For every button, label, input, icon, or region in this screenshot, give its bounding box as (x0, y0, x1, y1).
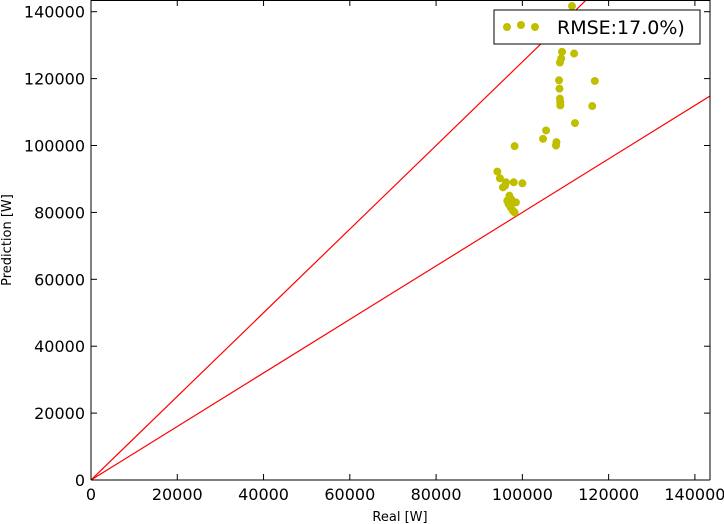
y-tick-label: 20000 (34, 404, 85, 423)
data-point (542, 126, 551, 135)
x-tick-label: 60000 (324, 485, 375, 504)
data-point (567, 2, 576, 11)
x-tick-label: 140000 (664, 485, 724, 504)
data-point (590, 76, 599, 85)
x-axis-label: Real [W] (372, 510, 427, 524)
reference-line-1 (91, 0, 588, 480)
data-point (552, 138, 561, 147)
y-tick-label: 0 (75, 471, 85, 490)
x-tick-label: 80000 (411, 485, 462, 504)
y-axis-label: Prediction [W] (0, 194, 15, 286)
y-axis-ticks: 0 20000 40000 60000 80000 100000 120000 140000 (24, 3, 710, 490)
data-point (539, 134, 548, 143)
data-point (557, 54, 566, 63)
legend-entry: RMSE:17.0%) (557, 17, 685, 39)
data-point (570, 119, 579, 128)
data-point (506, 195, 515, 204)
data-point (510, 208, 519, 217)
data-points (493, 2, 599, 217)
y-tick-label: 60000 (34, 270, 85, 289)
y-tick-label: 80000 (34, 203, 85, 222)
x-tick-label: 20000 (152, 485, 203, 504)
y-tick-label: 100000 (24, 137, 85, 156)
data-point (555, 84, 564, 93)
data-point (588, 102, 597, 111)
legend: RMSE:17.0%) (493, 9, 701, 45)
data-point (556, 98, 565, 107)
legend-marker (531, 23, 539, 31)
data-point (570, 49, 579, 58)
legend-marker (503, 23, 511, 31)
data-point (558, 47, 567, 56)
x-tick-label: 0 (86, 485, 96, 504)
data-point (510, 142, 519, 151)
y-tick-label: 140000 (24, 3, 85, 22)
y-tick-label: 40000 (34, 337, 85, 356)
legend-marker (517, 21, 525, 29)
data-point (493, 167, 502, 176)
reference-lines (91, 0, 710, 480)
x-tick-label: 120000 (578, 485, 639, 504)
x-axis-ticks: 0 20000 40000 60000 80000 100000 120000 140000 (86, 0, 724, 504)
x-tick-label: 100000 (492, 485, 553, 504)
reference-line-2 (91, 95, 710, 480)
legend-box (493, 9, 701, 45)
axes-frame (90, 0, 711, 481)
data-point (555, 76, 564, 85)
y-tick-label: 120000 (24, 70, 85, 89)
data-point (501, 181, 510, 190)
data-point (495, 174, 504, 183)
data-point (509, 178, 518, 187)
data-point (518, 179, 527, 188)
x-tick-label: 40000 (238, 485, 289, 504)
